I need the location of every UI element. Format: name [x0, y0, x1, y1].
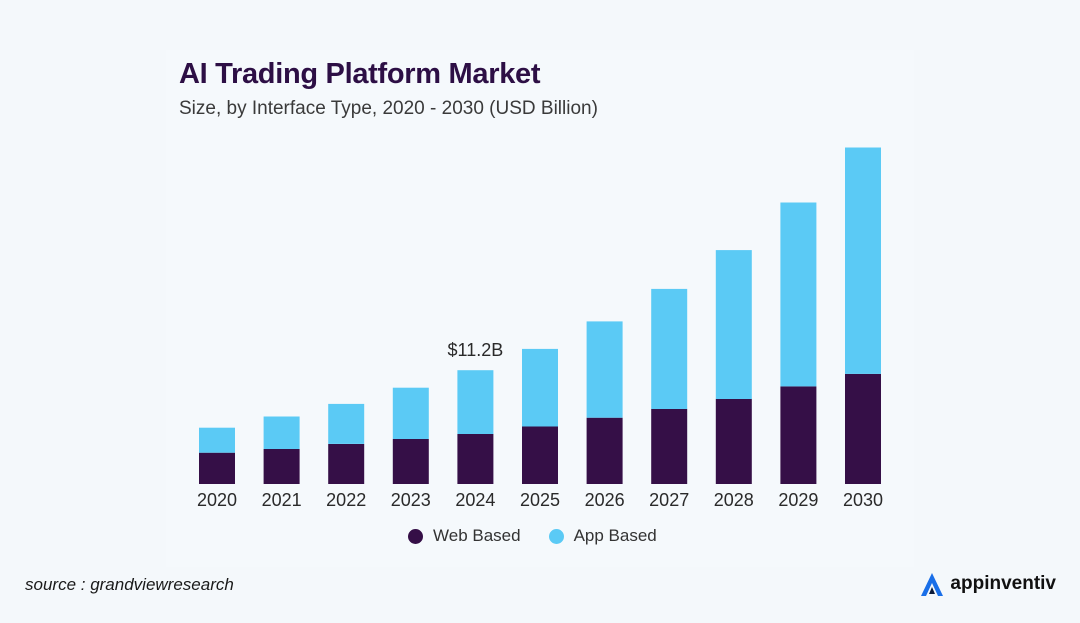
x-tick-label-2020: 2020 [197, 490, 237, 510]
x-tick-label-2027: 2027 [649, 490, 689, 510]
bar-app-based-2021 [263, 416, 300, 449]
bar-app-based-2020 [199, 427, 235, 453]
bar-app-based-2029 [780, 202, 817, 387]
brand-logo: appinventiv [918, 570, 1056, 598]
bar-web-based-2021 [263, 449, 300, 484]
legend-swatch-app-based [548, 528, 564, 544]
x-tick-label-2025: 2025 [520, 490, 560, 510]
bar-web-based-2023 [392, 439, 429, 484]
bar-app-based-2023 [392, 387, 429, 439]
bar-app-based-2026 [586, 321, 623, 418]
bar-app-based-2022 [328, 403, 365, 444]
data-label-2024: $11.2B [448, 340, 504, 360]
bar-app-based-2027 [651, 288, 688, 409]
x-tick-label-2030: 2030 [843, 490, 883, 510]
bar-app-based-2030 [845, 147, 881, 374]
bar-web-based-2024 [457, 434, 494, 484]
bar-web-based-2028 [715, 398, 752, 484]
bar-web-based-2030 [845, 373, 881, 484]
x-tick-label-2026: 2026 [585, 490, 625, 510]
appinventiv-logo-icon [921, 573, 944, 596]
x-tick-label-2022: 2022 [326, 490, 366, 510]
x-tick-label-2029: 2029 [778, 490, 818, 510]
legend-label-app-based: App Based [573, 526, 657, 545]
x-tick-label-2023: 2023 [391, 490, 431, 510]
chart-legend: Web Based App Based [408, 526, 685, 546]
brand-name: appinventiv [950, 573, 1056, 594]
legend-item-app-based: App Based [548, 526, 657, 546]
bar-app-based-2024 [457, 370, 494, 434]
legend-label-web-based: Web Based [433, 526, 521, 545]
bar-web-based-2025 [522, 426, 558, 484]
x-tick-label-2028: 2028 [714, 490, 754, 510]
bar-web-based-2026 [586, 417, 623, 484]
x-tick-label-2024: 2024 [455, 490, 495, 510]
legend-swatch-web-based [408, 528, 423, 544]
source-credit: source : grandviewresearch [25, 575, 234, 594]
bar-app-based-2025 [522, 348, 558, 427]
bar-web-based-2029 [780, 386, 817, 484]
bar-web-based-2027 [651, 408, 688, 484]
x-tick-label-2021: 2021 [262, 490, 302, 510]
bar-web-based-2022 [328, 444, 365, 484]
bar-app-based-2028 [715, 250, 752, 399]
legend-item-web-based: Web Based [408, 526, 521, 546]
chart-subtitle: Size, by Interface Type, 2020 - 2030 (US… [179, 98, 598, 119]
chart-title: AI Trading Platform Market [179, 58, 541, 90]
bar-web-based-2020 [199, 452, 235, 484]
